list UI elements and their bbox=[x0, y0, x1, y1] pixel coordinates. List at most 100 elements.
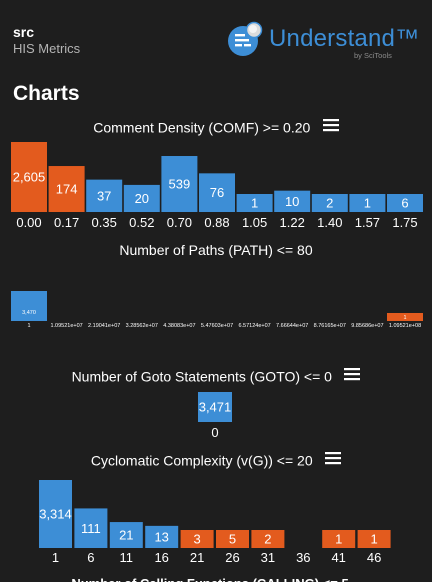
bar[interactable] bbox=[39, 480, 72, 548]
bar-value-label: 174 bbox=[56, 182, 78, 197]
x-tick-label: 0.00 bbox=[16, 215, 41, 230]
bar[interactable] bbox=[123, 184, 160, 212]
bar-value-label: 10 bbox=[285, 194, 299, 209]
chart-plot: 3,471 0 bbox=[198, 392, 232, 440]
x-tick-label: 1 bbox=[27, 323, 30, 329]
bar[interactable] bbox=[199, 173, 235, 212]
x-tick-label: 36 bbox=[296, 550, 310, 565]
bar-value-label: 3,471 bbox=[199, 400, 232, 415]
chart-comment-density: Comment Density (COMF) >= 0.20 2,605 0.00… bbox=[0, 114, 432, 234]
bar-value-label: 1 bbox=[403, 315, 406, 321]
x-tick-label: 6 bbox=[87, 550, 94, 565]
chart-number-of-paths: Number of Paths (PATH) <= 80 3,470 1 1.095… bbox=[0, 237, 432, 352]
bar[interactable] bbox=[74, 508, 108, 548]
x-tick-label: 0.52 bbox=[129, 215, 154, 230]
bar-value-label: 539 bbox=[169, 177, 191, 192]
bar-value-label: 76 bbox=[210, 185, 224, 200]
x-tick-label: 5.47603e+07 bbox=[201, 323, 233, 329]
x-tick-label: 1.09521e+07 bbox=[50, 323, 82, 329]
bar[interactable] bbox=[251, 530, 285, 548]
bar-value-label: 2 bbox=[264, 532, 271, 547]
bar-value-label: 1 bbox=[370, 532, 377, 547]
chart-title: Number of Goto Statements (GOTO) <= 0 bbox=[71, 368, 332, 385]
project-name: src bbox=[13, 24, 35, 40]
chart-menu-icon[interactable] bbox=[322, 118, 339, 137]
chart-title: Cyclomatic Complexity (v(G)) <= 20 bbox=[90, 452, 313, 469]
bar[interactable] bbox=[180, 530, 214, 548]
understand-logo-icon bbox=[228, 21, 263, 56]
bar[interactable] bbox=[349, 194, 386, 212]
section-title: Charts bbox=[13, 82, 80, 105]
bar[interactable] bbox=[86, 179, 123, 212]
bar[interactable] bbox=[109, 522, 143, 548]
x-tick-label: 26 bbox=[225, 550, 239, 565]
bar-value-label: 1 bbox=[251, 196, 258, 211]
x-tick-label: 1.09521e+08 bbox=[389, 323, 421, 329]
understand-logo: Understand™ by SciTools bbox=[227, 19, 427, 63]
x-tick-label: 0.35 bbox=[92, 215, 117, 230]
bar-value-label: 3 bbox=[193, 532, 200, 547]
x-tick-label: 11 bbox=[120, 550, 134, 565]
bar-value-label: 3,470 bbox=[22, 310, 36, 316]
x-tick-label: 1.57 bbox=[355, 215, 380, 230]
chart-title: Comment Density (COMF) >= 0.20 bbox=[93, 119, 311, 136]
x-tick-label: 1.05 bbox=[242, 215, 267, 230]
bar-value-label: 111 bbox=[81, 521, 101, 536]
x-tick-label: 0.70 bbox=[167, 215, 192, 230]
x-tick-label: 0.88 bbox=[204, 215, 229, 230]
chart-calling-functions-title: Number of Calling Functions (CALLING) <=… bbox=[60, 572, 360, 582]
bar-value-label: 1 bbox=[335, 532, 342, 547]
x-tick-label: 31 bbox=[261, 550, 275, 565]
bar[interactable] bbox=[357, 530, 391, 548]
bar[interactable] bbox=[387, 194, 423, 212]
x-tick-label: 21 bbox=[190, 550, 204, 565]
x-tick-label: 0 bbox=[211, 425, 218, 440]
x-tick-label: 2.19041e+07 bbox=[88, 323, 120, 329]
x-tick-label: 41 bbox=[331, 550, 345, 565]
chart-plot: 2,605 0.00 174 0.17 37 0.35 20 0.52 539 0.70 76 0.8… bbox=[11, 142, 423, 230]
bar-value-label: 13 bbox=[154, 529, 168, 544]
bar[interactable] bbox=[11, 142, 47, 212]
x-tick-label: 16 bbox=[154, 550, 168, 565]
x-tick-label: 1.75 bbox=[392, 215, 417, 230]
bar[interactable] bbox=[11, 291, 47, 321]
bar[interactable] bbox=[48, 166, 85, 212]
bar[interactable] bbox=[311, 194, 348, 212]
chart-menu-icon[interactable] bbox=[325, 451, 342, 470]
bar-value-label: 21 bbox=[119, 528, 133, 543]
bar[interactable] bbox=[161, 156, 198, 212]
bar[interactable] bbox=[322, 530, 356, 548]
x-tick-label: 6.57124e+07 bbox=[238, 323, 270, 329]
x-tick-label: 1.40 bbox=[317, 215, 342, 230]
bar-value-label: 1 bbox=[364, 196, 371, 211]
bar[interactable] bbox=[145, 525, 179, 548]
bar[interactable] bbox=[387, 313, 423, 321]
bar-value-label: 6 bbox=[401, 196, 408, 211]
chart-title: Number of Paths (PATH) <= 80 bbox=[119, 241, 313, 258]
bar-value-label: 5 bbox=[229, 532, 236, 547]
bar[interactable] bbox=[198, 392, 232, 422]
x-tick-label: 4.38083e+07 bbox=[163, 323, 195, 329]
chart-plot: 3,470 1 1.09521e+07 2.19041e+07 3.28562e+07 4… bbox=[11, 291, 423, 329]
brand-name: Understand™ bbox=[269, 25, 420, 52]
brand-byline: by SciTools bbox=[354, 51, 392, 60]
x-tick-label: 0.17 bbox=[54, 215, 79, 230]
chart-cyclomatic-complexity: Cyclomatic Complexity (v(G)) <= 20 3,314… bbox=[0, 447, 432, 569]
x-tick-label: 7.66644e+07 bbox=[276, 323, 308, 329]
project-subtitle: HIS Metrics bbox=[13, 41, 81, 56]
bar-value-label: 3,314 bbox=[39, 507, 72, 522]
x-tick-label: 8.76165e+07 bbox=[314, 323, 346, 329]
chart-goto-statements: Number of Goto Statements (GOTO) <= 0 3,… bbox=[0, 363, 432, 443]
bar[interactable] bbox=[274, 190, 311, 212]
bar-value-label: 20 bbox=[135, 191, 149, 206]
x-tick-label: 1 bbox=[52, 550, 59, 565]
bar[interactable] bbox=[236, 194, 273, 212]
x-tick-label: 3.28562e+07 bbox=[126, 323, 158, 329]
bar-value-label: 2,605 bbox=[13, 170, 46, 185]
x-tick-label: 9.85686e+07 bbox=[351, 323, 383, 329]
bar-value-label: 37 bbox=[97, 188, 111, 203]
x-tick-label: 46 bbox=[367, 550, 381, 565]
chart-menu-icon[interactable] bbox=[344, 367, 361, 386]
bar[interactable] bbox=[216, 530, 249, 548]
